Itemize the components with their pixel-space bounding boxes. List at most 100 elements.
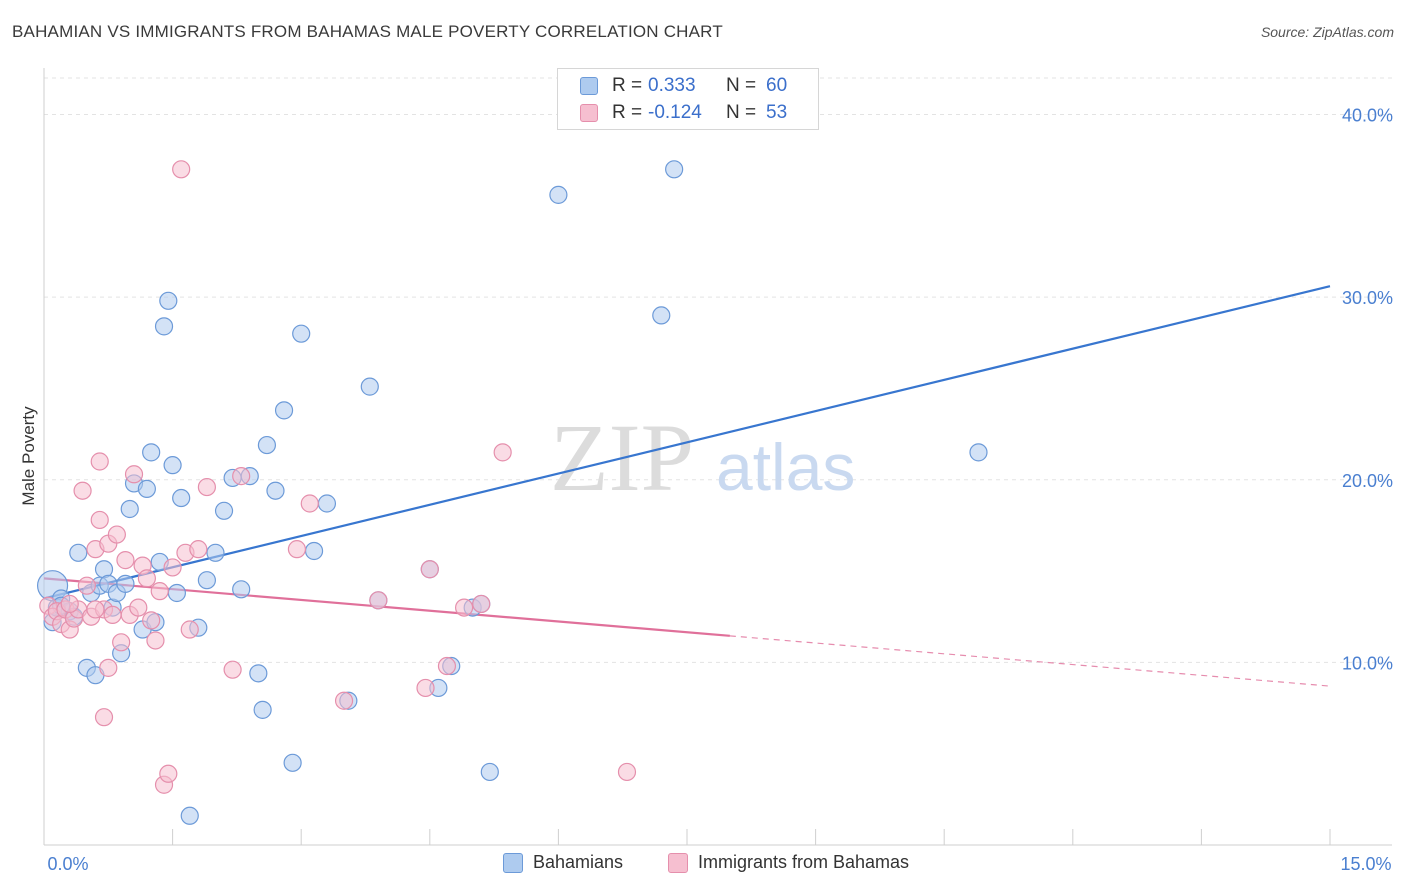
data-point: [90, 510, 109, 530]
data-point: [292, 324, 311, 343]
data-point: [142, 443, 161, 462]
x-tick-label: 0.0%: [47, 854, 88, 874]
immigrants-legend-swatch: [668, 852, 688, 873]
data-point: [60, 594, 79, 614]
data-point: [665, 160, 684, 179]
n-label: N =: [726, 102, 757, 123]
data-point: [437, 656, 457, 676]
data-point: [274, 401, 294, 420]
data-point: [77, 576, 96, 595]
data-point: [154, 317, 174, 336]
y-tick-label: 10.0%: [1342, 653, 1393, 673]
data-point: [167, 583, 186, 603]
data-point: [107, 525, 126, 544]
data-point: [617, 762, 637, 782]
legend-item-immigrants[interactable]: Immigrants from Bahamas: [668, 852, 909, 873]
data-point: [112, 633, 131, 652]
stats-row-bahamians: R = 0.333 N = 60: [580, 73, 787, 99]
bahamians-swatch: [580, 77, 598, 95]
data-point: [232, 580, 251, 599]
chart-source: Source: ZipAtlas.com: [1260, 24, 1394, 40]
data-point: [180, 620, 199, 639]
data-point: [116, 551, 135, 570]
immigrants-swatch: [580, 104, 598, 122]
data-point: [223, 660, 242, 679]
data-point: [120, 499, 139, 519]
data-point: [304, 541, 324, 561]
data-point: [124, 465, 144, 484]
data-point: [369, 591, 388, 610]
y-tick-label: 20.0%: [1342, 471, 1393, 491]
x-tick-label: 15.0%: [1340, 854, 1391, 874]
data-point: [266, 481, 285, 500]
data-point: [116, 574, 135, 593]
n-label: N =: [726, 75, 757, 96]
data-point: [549, 185, 568, 204]
data-point: [420, 560, 439, 579]
data-point: [283, 753, 302, 772]
data-point: [416, 678, 435, 698]
bahamians-legend-swatch: [503, 852, 523, 873]
data-point: [180, 806, 199, 825]
data-point: [249, 664, 268, 683]
data-point: [197, 477, 216, 497]
data-point: [189, 540, 208, 559]
data-point: [94, 708, 114, 727]
grid-layer: [44, 77, 1392, 663]
data-point: [334, 691, 354, 710]
axis-layer: 10.0% 20.0% 30.0% 40.0% 0.0% 15.0%: [43, 68, 1393, 874]
data-point: [129, 598, 148, 617]
n-value: 60: [766, 75, 788, 96]
data-point: [652, 306, 671, 325]
data-point: [493, 443, 512, 462]
data-point: [69, 543, 88, 562]
data-point: [163, 456, 182, 475]
data-point: [480, 762, 499, 782]
data-point: [163, 558, 182, 577]
data-point: [142, 611, 161, 630]
watermark-atlas: atlas: [716, 430, 855, 504]
immigrants-legend-label: Immigrants from Bahamas: [698, 852, 910, 872]
bahamians-legend-label: Bahamians: [533, 852, 624, 872]
points-layer: [36, 160, 988, 825]
r-label: R =: [612, 75, 643, 96]
data-point: [172, 488, 191, 508]
n-value: 53: [766, 102, 788, 123]
data-point: [137, 569, 156, 588]
data-point: [317, 494, 337, 513]
stats-row-immigrants: R = -0.124 N = 53: [580, 100, 787, 126]
r-label: R =: [612, 102, 643, 123]
data-point: [197, 571, 216, 590]
chart-title: BAHAMIAN VS IMMIGRANTS FROM BAHAMAS MALE…: [12, 22, 723, 41]
y-tick-label: 40.0%: [1342, 106, 1393, 126]
data-point: [232, 467, 251, 486]
data-point: [137, 479, 156, 498]
data-point: [159, 764, 178, 783]
data-point: [103, 605, 122, 625]
data-point: [472, 594, 491, 614]
data-point: [969, 443, 988, 462]
data-point: [90, 452, 109, 471]
data-point: [146, 631, 165, 650]
data-point: [214, 501, 234, 520]
r-value: 0.333: [648, 75, 696, 96]
data-point: [73, 481, 92, 500]
data-point: [99, 658, 118, 677]
y-axis-label: Male Poverty: [19, 406, 38, 506]
data-point: [360, 377, 379, 396]
data-point: [172, 160, 191, 179]
data-point: [86, 600, 105, 619]
data-point: [300, 494, 319, 513]
trend-line-0: [43, 285, 1331, 600]
y-tick-label: 30.0%: [1342, 288, 1393, 308]
data-point: [206, 543, 225, 562]
legend-item-bahamians[interactable]: Bahamians: [503, 852, 623, 873]
data-point: [287, 540, 307, 559]
data-point: [257, 435, 277, 455]
trend-line-dashed-1: [729, 635, 1331, 687]
data-point: [159, 291, 178, 310]
r-value: -0.124: [648, 102, 702, 123]
data-point: [150, 582, 169, 601]
watermark: ZIP atlas: [550, 404, 855, 511]
